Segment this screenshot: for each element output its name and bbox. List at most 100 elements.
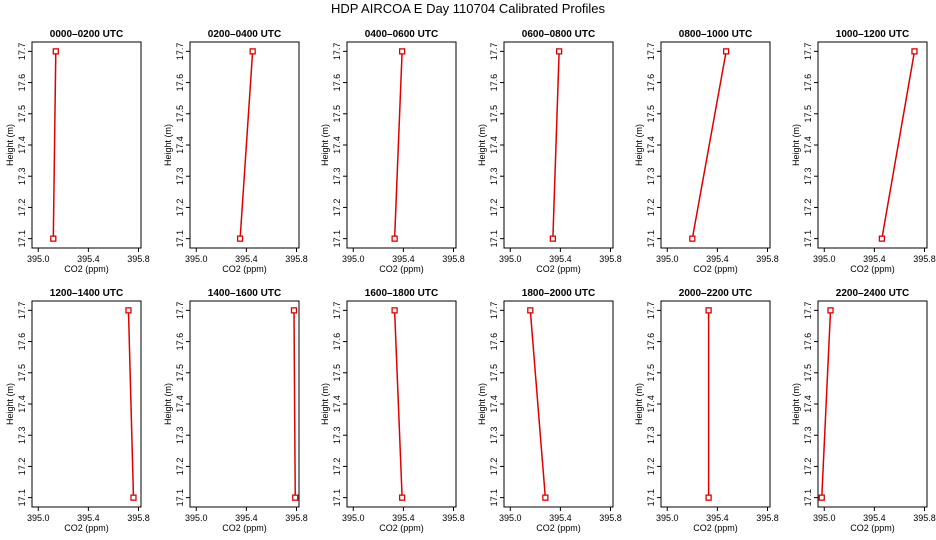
profile-line — [127, 310, 135, 498]
y-tick-label: 17.3 — [803, 426, 813, 444]
y-tick-label: 17.6 — [489, 333, 499, 351]
y-tick-label: 17.1 — [175, 489, 185, 507]
y-tick-label: 17.3 — [175, 426, 185, 444]
data-point — [705, 307, 712, 314]
profile-line — [821, 310, 832, 498]
x-axis-label: CO2 (ppm) — [693, 264, 738, 274]
y-axis-label: Height (m) — [5, 124, 15, 166]
y-tick-label: 17.4 — [175, 395, 185, 413]
data-point — [689, 235, 696, 242]
main-title: HDP AIRCOA E Day 110704 Calibrated Profi… — [330, 1, 606, 16]
y-tick-label: 17.4 — [489, 395, 499, 413]
y-tick-label: 17.2 — [175, 199, 185, 217]
y-tick-label: 17.5 — [332, 364, 342, 382]
profile-panel: 1200–1400 UTC 395.0 395.4 395.8 17.1 17.2 17.3… — [5, 288, 150, 533]
profile-line — [52, 51, 57, 239]
panel-title: 1800–2000 UTC — [522, 288, 595, 299]
y-tick-label: 17.7 — [17, 302, 27, 320]
profile-panel: 0000–0200 UTC 395.0 395.4 395.8 17.1 17.2 17.3… — [5, 29, 150, 274]
x-axis-label: CO2 (ppm) — [379, 523, 424, 533]
y-tick-label: 17.5 — [17, 364, 27, 382]
profile-panel: 0800–1000 UTC 395.0 395.4 395.8 17.1 17.2 17.3… — [634, 29, 779, 274]
data-point — [555, 48, 563, 55]
data-point — [292, 494, 299, 501]
panel-title: 0400–0600 UTC — [365, 29, 438, 40]
y-tick-label: 17.7 — [332, 43, 342, 61]
y-tick-label: 17.2 — [489, 199, 499, 217]
data-point — [398, 494, 406, 501]
x-tick-label: 395.0 — [27, 254, 50, 264]
profile-line — [529, 310, 547, 498]
panel-title: 1600–1800 UTC — [365, 288, 438, 299]
y-tick-label: 17.2 — [803, 199, 813, 217]
y-tick-label: 17.5 — [489, 105, 499, 123]
y-tick-label: 17.4 — [489, 136, 499, 154]
plot-frame — [189, 41, 300, 249]
x-tick-label: 395.8 — [599, 513, 622, 523]
x-tick-label: 395.8 — [756, 254, 779, 264]
y-tick-label: 17.3 — [17, 426, 27, 444]
x-tick-label: 395.4 — [77, 254, 100, 264]
x-axis-label: CO2 (ppm) — [850, 264, 895, 274]
y-tick-label: 17.1 — [332, 489, 342, 507]
y-tick-label: 17.6 — [489, 74, 499, 92]
plot-frame — [817, 300, 928, 508]
panel-title: 0200–0400 UTC — [208, 29, 281, 40]
y-tick-label: 17.2 — [646, 458, 656, 476]
profile-panel: 1800–2000 UTC 395.0 395.4 395.8 17.1 17.2 17.3… — [477, 288, 622, 533]
y-tick-label: 17.7 — [646, 302, 656, 320]
plot-frame — [31, 300, 142, 508]
y-tick-label: 17.3 — [332, 426, 342, 444]
y-tick-label: 17.6 — [17, 74, 27, 92]
x-axis-label: CO2 (ppm) — [693, 523, 738, 533]
profile-line — [239, 51, 254, 239]
data-point — [125, 307, 132, 314]
y-axis-label: Height (m) — [477, 383, 487, 425]
y-tick-label: 17.5 — [17, 105, 27, 123]
y-tick-label: 17.5 — [803, 364, 813, 382]
data-point — [398, 48, 406, 55]
plot-frame — [660, 300, 771, 508]
data-point — [236, 235, 244, 242]
data-point — [911, 48, 918, 55]
x-tick-label: 395.0 — [656, 254, 679, 264]
y-tick-label: 17.3 — [646, 167, 656, 185]
y-tick-label: 17.1 — [489, 230, 499, 248]
x-axis-label: CO2 (ppm) — [379, 264, 424, 274]
x-tick-label: 395.0 — [27, 513, 50, 523]
y-axis-label: Height (m) — [163, 124, 173, 166]
y-tick-label: 17.5 — [175, 105, 185, 123]
x-axis-label: CO2 (ppm) — [64, 523, 109, 533]
y-tick-label: 17.2 — [646, 199, 656, 217]
x-tick-label: 395.8 — [599, 254, 622, 264]
y-axis-label: Height (m) — [5, 383, 15, 425]
profile-panel: 2000–2200 UTC 395.0 395.4 395.8 17.1 17.2 17.3… — [634, 288, 779, 533]
profile-line — [393, 51, 403, 239]
panel-title: 0800–1000 UTC — [679, 29, 752, 40]
y-tick-label: 17.4 — [332, 136, 342, 154]
y-axis-label: Height (m) — [320, 124, 330, 166]
x-tick-label: 395.4 — [549, 254, 572, 264]
y-tick-label: 17.4 — [17, 395, 27, 413]
y-tick-label: 17.4 — [803, 395, 813, 413]
x-tick-label: 395.8 — [285, 513, 308, 523]
y-tick-label: 17.7 — [17, 43, 27, 61]
x-axis-label: CO2 (ppm) — [536, 264, 581, 274]
profile-line — [393, 310, 403, 498]
data-point — [705, 494, 712, 501]
x-tick-label: 395.8 — [127, 513, 150, 523]
y-axis-label: Height (m) — [791, 124, 801, 166]
x-tick-label: 395.0 — [499, 254, 522, 264]
y-axis-label: Height (m) — [477, 124, 487, 166]
y-tick-label: 17.3 — [803, 167, 813, 185]
y-tick-label: 17.6 — [803, 333, 813, 351]
y-tick-label: 17.3 — [489, 426, 499, 444]
profile-panel: 0200–0400 UTC 395.0 395.4 395.8 17.1 17.2 17.3… — [163, 29, 308, 274]
y-tick-label: 17.7 — [646, 43, 656, 61]
panel-title: 2000–2200 UTC — [679, 288, 752, 299]
data-point — [818, 494, 825, 501]
y-axis-label: Height (m) — [634, 383, 644, 425]
data-point — [391, 235, 398, 242]
y-tick-label: 17.7 — [803, 302, 813, 320]
x-tick-label: 395.0 — [813, 513, 836, 523]
